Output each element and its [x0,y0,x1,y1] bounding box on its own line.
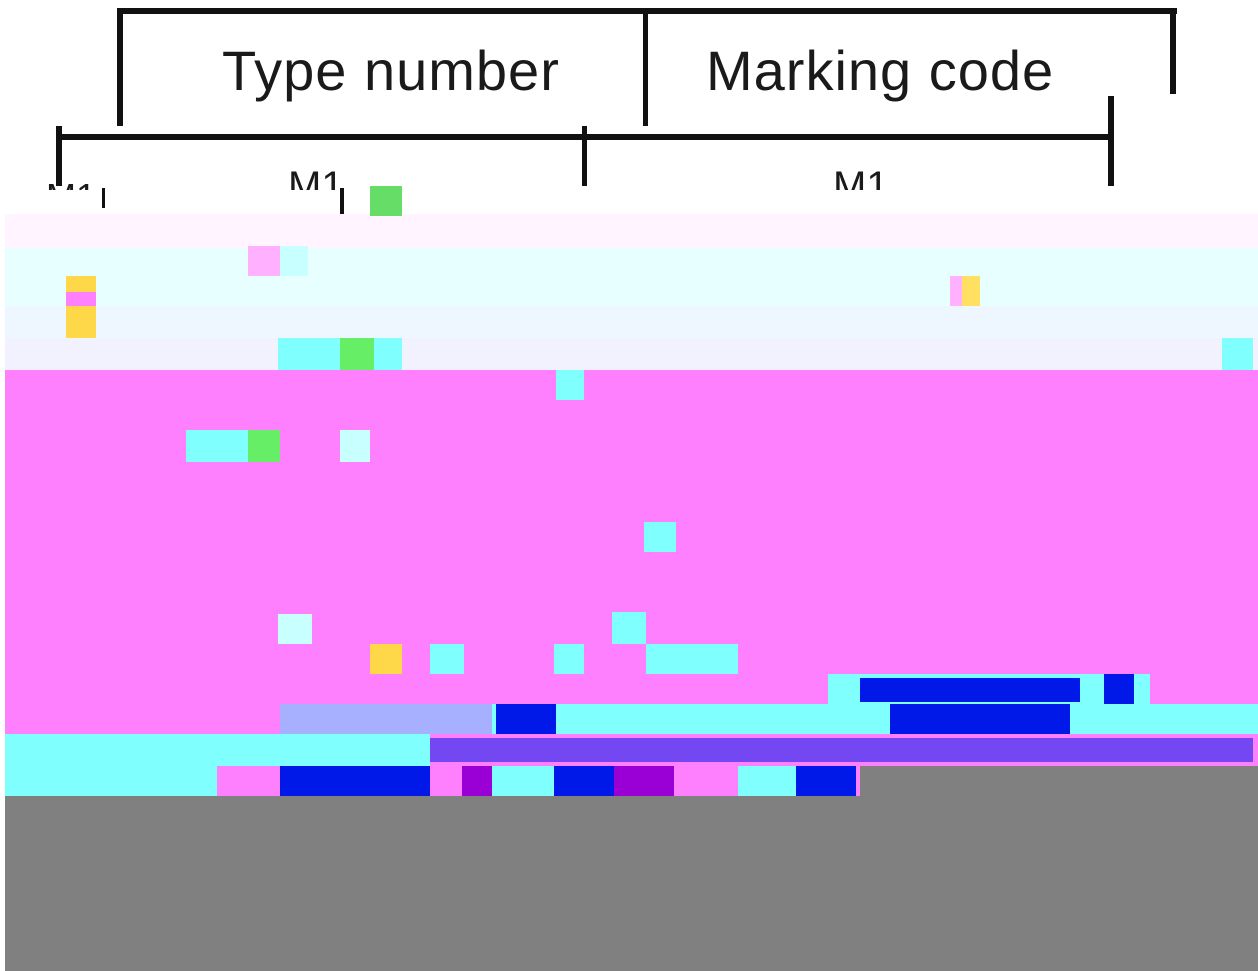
artifact-block [496,704,556,734]
artifact-block [280,246,308,276]
pale-band-4 [5,338,1258,370]
artifact-block [280,704,492,734]
artifact-block [5,734,430,766]
pale-band-3 [5,306,1258,338]
header-divider-rule [643,8,648,126]
header-left-rule [117,8,123,126]
pale-band-1 [5,214,1258,248]
row-divider-rule [582,126,587,186]
artifact-block [370,644,402,674]
artifact-block [430,644,464,674]
pale-band-2 [5,248,1258,306]
row-left-rule [56,126,62,186]
artifact-block [462,766,494,796]
artifact-block [66,292,96,306]
artifact-block [860,678,1080,702]
stub-rule-2 [102,188,105,208]
left-margin-code: M1 [46,176,96,190]
artifact-block [492,766,554,796]
stub-rule [340,188,344,214]
header-right-rule [1170,8,1176,94]
artifact-block [430,738,1253,762]
artifact-block [5,766,217,796]
artifact-block [950,276,962,306]
artifact-block [556,370,584,400]
artifact-block [612,612,646,644]
artifact-block [554,766,614,796]
row-right-rule [1108,96,1114,186]
artifact-block [280,766,430,796]
artifact-block [370,186,402,216]
gray-fill [5,796,1258,971]
artifact-block [1104,674,1134,704]
cell-type-number: M1 [288,164,344,190]
magenta-field [5,370,1258,700]
cell-marking-code: M1 [833,164,889,190]
row-text-clip: M1 M1 M1 [0,150,1258,190]
artifact-block [1150,674,1253,704]
header-type-number: Type number [222,39,560,102]
artifact-block [796,766,856,796]
header-marking-code: Marking code [706,39,1055,102]
artifact-block [248,430,280,462]
artifact-block [248,246,280,276]
artifact-block [340,430,370,462]
artifact-block [66,276,96,338]
artifact-block [1222,338,1253,370]
artifact-block [614,766,674,796]
artifact-block [646,644,738,674]
artifact-block [890,704,1070,734]
gray-fill-upper-right [860,766,1258,796]
artifact-block [340,338,374,370]
artifact-block [278,614,312,644]
artifact-block [644,522,676,552]
artifact-block [5,704,280,734]
